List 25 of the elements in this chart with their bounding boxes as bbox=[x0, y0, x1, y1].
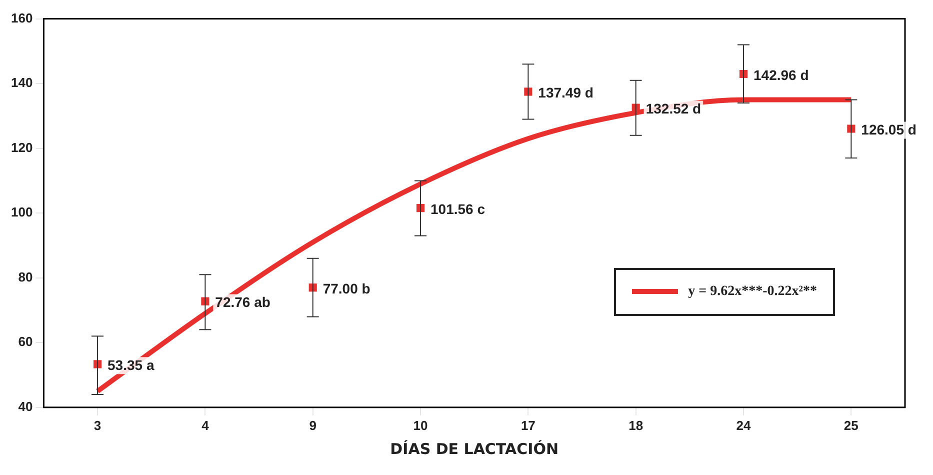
x-tick-label: 10 bbox=[413, 418, 428, 433]
data-label: 101.56 c bbox=[430, 200, 486, 217]
y-tick-label: 160 bbox=[10, 10, 33, 26]
legend-label: y = 9.62x***-0.22x²** bbox=[688, 284, 817, 300]
x-tick-label: 24 bbox=[736, 418, 752, 433]
data-label: 72.76 ab bbox=[215, 294, 270, 310]
y-tick-label: 100 bbox=[10, 204, 33, 220]
data-label: 77.00 b bbox=[322, 280, 370, 296]
x-tick-label: 3 bbox=[94, 418, 102, 433]
x-tick-label: 25 bbox=[844, 418, 858, 433]
x-tick-label: 17 bbox=[520, 418, 536, 433]
data-label: 53.35 a bbox=[108, 357, 154, 374]
data-label: 137.49 d bbox=[538, 84, 594, 101]
data-label: 142.96 d bbox=[754, 66, 809, 83]
data-label: 126.05 d bbox=[861, 122, 916, 138]
y-tick-label: 60 bbox=[18, 334, 33, 350]
y-tick-label: 140 bbox=[10, 75, 33, 90]
x-axis-title: DÍAS DE LACTACIÓN bbox=[390, 440, 559, 458]
y-tick-label: 40 bbox=[18, 398, 33, 414]
x-tick-label: 4 bbox=[202, 418, 210, 433]
x-tick-label: 18 bbox=[628, 418, 644, 433]
y-tick-label: 120 bbox=[10, 140, 33, 155]
x-tick-label: 9 bbox=[309, 418, 316, 433]
data-label: 132.52 d bbox=[646, 100, 702, 117]
y-tick-label: 80 bbox=[18, 269, 33, 284]
